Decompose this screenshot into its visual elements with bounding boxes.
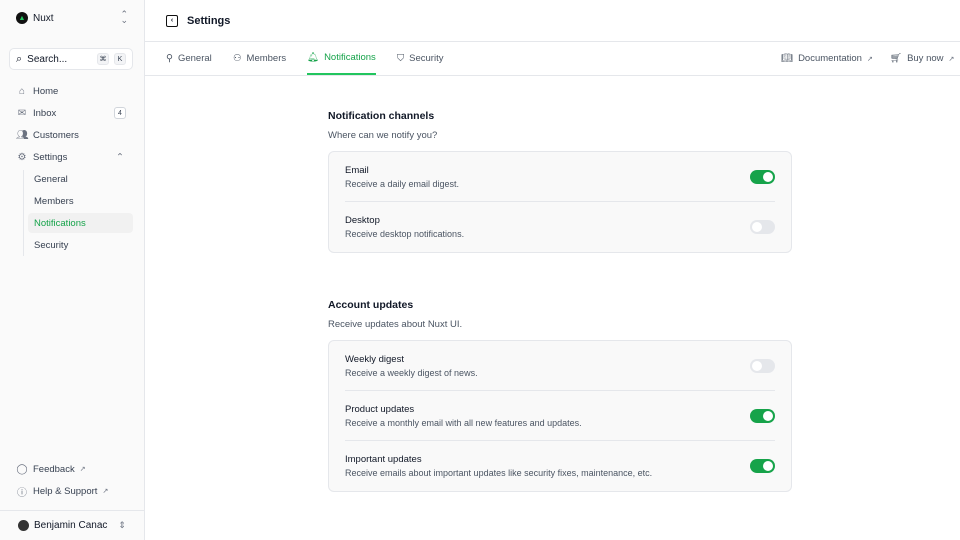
setting-row-weekly-digest: Weekly digest Receive a weekly digest of …	[345, 341, 775, 391]
section-title: Notification channels	[328, 110, 435, 122]
tab-label: General	[177, 53, 212, 64]
search-label: Search...	[27, 53, 68, 65]
shield-icon: ⛉	[397, 53, 405, 64]
tab-label: Security	[409, 53, 444, 64]
external-link-icon: ↗	[948, 55, 955, 63]
tab-general[interactable]: ⚲ General	[166, 42, 212, 75]
tab-label: Notifications	[324, 52, 376, 63]
kbd-k: K	[114, 53, 126, 65]
setting-description: Receive a monthly email with all new fea…	[345, 417, 582, 428]
section-title: Account updates	[328, 299, 414, 311]
documentation-link[interactable]: 📖︎ Documentation ↗	[781, 42, 873, 75]
user-icon: ⚲	[166, 53, 173, 64]
setting-row-email: Email Receive a daily email digest.	[345, 152, 775, 202]
chat-icon: ◯	[16, 463, 28, 475]
sidebar-sub-general[interactable]: General	[34, 173, 68, 185]
nav-label: Customers	[33, 129, 79, 141]
users-icon: ⚇	[233, 53, 242, 64]
setting-row-important-updates: Important updates Receive emails about im…	[345, 441, 775, 491]
page-header: ‹ Settings	[145, 0, 960, 42]
sidebar-sub-security[interactable]: Security	[34, 239, 69, 251]
page-title: Settings	[187, 14, 231, 27]
setting-label: Weekly digest	[345, 353, 404, 365]
gear-icon: ⚙	[17, 151, 27, 163]
avatar	[18, 520, 29, 531]
nuxt-logo-icon: ▲	[16, 12, 28, 24]
desktop-toggle[interactable]	[750, 220, 775, 234]
setting-description: Receive a weekly digest of news.	[345, 367, 478, 378]
sidebar-item-inbox[interactable]: ✉ Inbox 4	[10, 103, 134, 123]
link-label: Documentation	[798, 53, 862, 64]
link-label: Buy now	[907, 53, 944, 64]
external-link-icon: ↗	[79, 466, 86, 473]
search-icon: ⌕	[16, 52, 23, 65]
submenu-line	[23, 170, 24, 256]
nav-label: Home	[33, 85, 59, 97]
product-updates-toggle[interactable]	[750, 408, 775, 423]
weekly-digest-toggle[interactable]	[750, 358, 775, 373]
nav-label: Help & Support	[33, 485, 98, 497]
section-subtitle: Where can we notify you?	[328, 130, 438, 141]
tab-members[interactable]: ⚇ Members	[233, 42, 286, 75]
sidebar-item-settings[interactable]: ⚙ Settings ⌃	[10, 147, 134, 167]
info-icon: ⓘ	[17, 487, 27, 499]
cart-icon: 🛒︎	[890, 53, 903, 64]
chevron-up-down-icon: ⇕	[118, 520, 126, 530]
inbox-count-badge: 4	[114, 107, 126, 119]
nav-label: Inbox	[33, 107, 57, 119]
inbox-icon: ✉	[17, 107, 27, 119]
settings-card: Email Receive a daily email digest. Deskt…	[328, 151, 792, 253]
team-switcher[interactable]: ▲ Nuxt ⌃ ⌄	[16, 9, 128, 25]
search-button[interactable]: ⌕ Search... ⌘ K	[9, 48, 133, 70]
user-name: Benjamin Canac	[34, 520, 108, 531]
external-link-icon: ↗	[102, 488, 109, 495]
setting-row-desktop: Desktop Receive desktop notifications.	[345, 202, 775, 252]
settings-card: Weekly digest Receive a weekly digest of …	[328, 340, 792, 492]
setting-description: Receive a daily email digest.	[345, 178, 460, 189]
nav-label: Settings	[33, 151, 68, 163]
chevron-up-down-icon: ⌃ ⌄	[120, 9, 128, 25]
collapse-sidebar-icon[interactable]: ‹	[166, 14, 178, 27]
tab-security[interactable]: ⛉ Security	[397, 42, 443, 75]
setting-label: Email	[345, 164, 369, 176]
setting-row-product-updates: Product updates Receive a monthly email w…	[345, 391, 775, 441]
section-subtitle: Receive updates about Nuxt UI.	[328, 319, 463, 330]
sidebar-item-feedback[interactable]: ◯ Feedback ↗	[10, 459, 134, 479]
setting-label: Product updates	[345, 403, 415, 415]
sidebar-item-home[interactable]: ⌂ Home	[10, 81, 134, 101]
bell-icon: 🔔︎	[307, 52, 320, 63]
important-updates-toggle[interactable]	[750, 459, 775, 473]
settings-tabs: ⚲ General ⚇ Members 🔔︎ Notifications ⛉ Secur…	[145, 42, 960, 76]
buy-now-link[interactable]: 🛒︎ Buy now ↗	[890, 42, 954, 75]
chevron-up-icon: ⌃	[116, 151, 124, 163]
setting-label: Desktop	[345, 215, 380, 226]
tab-label: Members	[246, 53, 287, 64]
user-menu[interactable]: Benjamin Canac ⇕	[0, 510, 144, 540]
tab-notifications[interactable]: 🔔︎ Notifications	[307, 42, 376, 75]
sidebar: ▲ Nuxt ⌃ ⌄ ⌕ Search... ⌘ K ⌂ Home ✉ Inbox 4 …	[0, 0, 145, 540]
sidebar-sub-notifications[interactable]: Notifications	[28, 213, 133, 233]
kbd-cmd: ⌘	[97, 53, 109, 65]
nav-label: Feedback	[33, 463, 75, 475]
users-icon: 👥︎	[16, 129, 29, 141]
section-account-updates: Account updates Receive updates about Nu…	[328, 299, 792, 492]
sidebar-sub-members[interactable]: Members	[34, 195, 74, 207]
sidebar-item-help[interactable]: ⓘ Help & Support ↗	[10, 481, 134, 501]
email-toggle[interactable]	[750, 169, 775, 184]
section-notification-channels: Notification channels Where can we notif…	[328, 110, 792, 253]
team-name: Nuxt	[33, 12, 54, 24]
setting-description: Receive desktop notifications.	[345, 229, 465, 239]
book-icon: 📖︎	[781, 53, 794, 64]
home-icon: ⌂	[18, 85, 26, 97]
external-link-icon: ↗	[866, 55, 873, 63]
setting-label: Important updates	[345, 454, 422, 465]
setting-description: Receive emails about important updates l…	[345, 468, 653, 478]
sidebar-item-customers[interactable]: 👥︎ Customers	[10, 125, 134, 145]
